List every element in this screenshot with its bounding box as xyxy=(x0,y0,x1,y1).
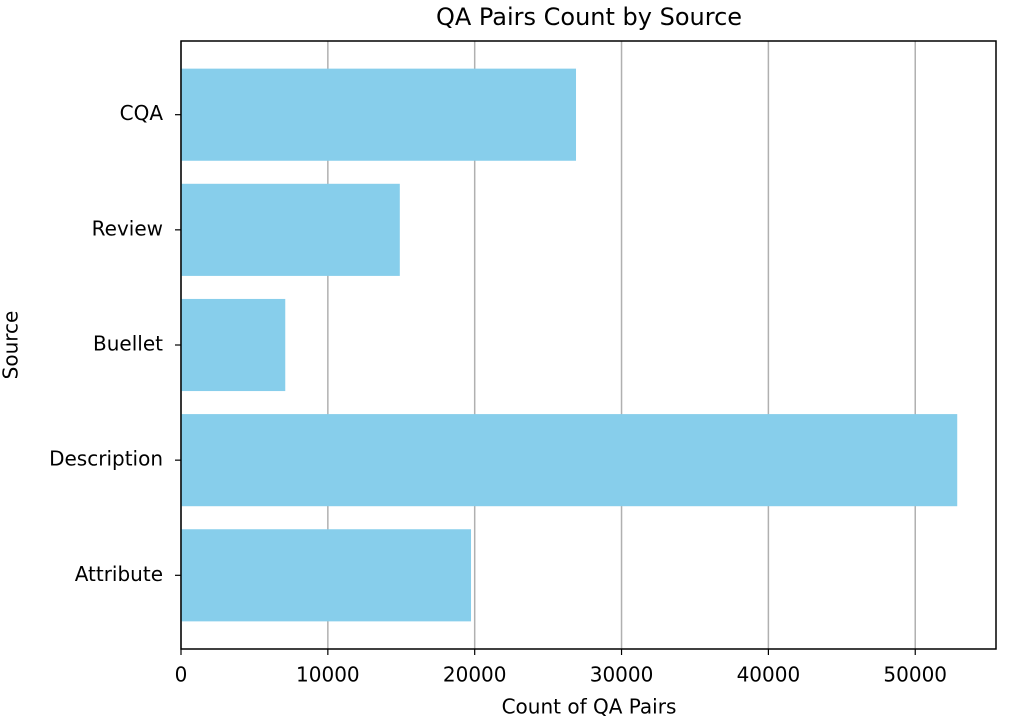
plot-frame xyxy=(180,40,997,650)
bar xyxy=(181,414,958,507)
chart-title: QA Pairs Count by Source xyxy=(436,3,742,31)
y-tick-label: Review xyxy=(92,216,163,240)
x-tick-label: 30000 xyxy=(590,663,654,687)
bar xyxy=(181,68,577,161)
bar xyxy=(181,298,286,392)
x-tick-label: 20000 xyxy=(443,663,507,687)
x-tick-label: 0 xyxy=(175,663,188,687)
x-tick-label: 40000 xyxy=(737,663,801,687)
bar xyxy=(181,183,400,276)
y-axis-label: Source xyxy=(0,311,23,380)
x-axis-label: Count of QA Pairs xyxy=(502,695,677,719)
x-tick-label: 50000 xyxy=(883,663,947,687)
y-tick-label: Attribute xyxy=(75,562,163,586)
y-tick-label: Description xyxy=(49,447,163,471)
bar xyxy=(181,529,472,622)
x-tick-label: 10000 xyxy=(296,663,360,687)
y-tick-label: CQA xyxy=(120,101,164,125)
y-tick-label: Buellet xyxy=(93,332,163,356)
